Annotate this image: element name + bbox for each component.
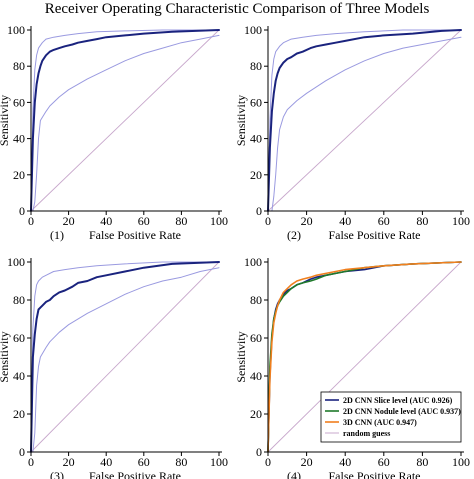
legend: 2D CNN Slice level (AUC 0.926) 2D CNN Nod… (320, 391, 462, 443)
panel-3-y-tick-label: 20 (13, 407, 25, 421)
panel-2-x-tick-label: 20 (301, 214, 313, 228)
panel-1-label: (1) (50, 228, 64, 242)
panel-1-x-tick-label: 0 (28, 214, 34, 228)
panel-3-y-tick-label: 0 (19, 445, 25, 459)
panel-2-y-tick-label: 0 (256, 204, 262, 218)
panel-2-roc-line (267, 29, 462, 212)
panel-1-y-tick-label: 100 (7, 23, 25, 37)
panel-2-x-tick-label: 80 (416, 214, 428, 228)
panel-2-ci_upper-line (267, 29, 462, 212)
panel-3-x-tick-label: 40 (100, 455, 112, 469)
panel-2-x-tick-label: 60 (378, 214, 390, 228)
legend-label-cnn3d: 3D CNN (AUC 0.947) (343, 418, 417, 427)
panel-3-x-axis-title: False Positive Rate (89, 469, 181, 479)
panel-3-x-tick-label: 60 (138, 455, 150, 469)
panel-2-x-axis-title: False Positive Rate (329, 228, 421, 242)
panel-1-roc-line (30, 29, 220, 212)
legend-box (320, 391, 462, 443)
panel-3-y-tick-label: 100 (7, 255, 25, 269)
panel-1-y-axis-title: Sensitivity (0, 95, 11, 146)
panel-4-x-tick-label: 20 (301, 455, 313, 469)
panel-3-y-axis-title: Sensitivity (0, 331, 11, 382)
panel-1-y-tick-label: 0 (19, 204, 25, 218)
panel-1-random-line (30, 29, 220, 212)
panel-3-roc-line (30, 261, 220, 453)
panel-1-x-tick-label: 100 (210, 214, 228, 228)
panel-4-x-tick-label: 60 (378, 455, 390, 469)
panel-4-x-axis-title: False Positive Rate (329, 469, 421, 479)
panel-4-y-tick-label: 20 (250, 407, 262, 421)
legend-label-nodule: 2D CNN Nodule level (AUC 0.937) (343, 407, 461, 416)
panel-2-y-tick-label: 20 (250, 168, 262, 182)
panel-1-ci_lower-line (30, 34, 220, 212)
roc-panel-1: 0 20 40 60 80 100 0 20 40 60 80 100 (1) False Positiv… (0, 23, 228, 242)
panel-3-x-tick-label: 100 (210, 455, 228, 469)
panel-1-y-tick-label: 60 (13, 95, 25, 109)
panel-2-label: (2) (287, 228, 301, 242)
legend-label-random: random guess (343, 429, 390, 438)
panel-2-y-tick-label: 80 (250, 59, 262, 73)
panel-4-random-line (267, 261, 462, 453)
panel-1-y-tick-label: 40 (13, 132, 25, 146)
panel-3-random-line (30, 261, 220, 453)
panel-4-label: (4) (287, 469, 301, 479)
panel-4-y-tick-label: 0 (256, 445, 262, 459)
panel-4-x-tick-label: 80 (416, 455, 428, 469)
panel-1-x-tick-label: 40 (100, 214, 112, 228)
panel-3-ci_lower-line (30, 267, 220, 453)
panel-4-x-tick-label: 40 (339, 455, 351, 469)
panel-1-y-tick-label: 80 (13, 59, 25, 73)
panel-2-x-tick-label: 40 (339, 214, 351, 228)
panel-2-y-tick-label: 40 (250, 132, 262, 146)
panel-4-y-tick-label: 80 (250, 293, 262, 307)
panel-2-ci_lower-line (267, 36, 462, 212)
legend-label-slice: 2D CNN Slice level (AUC 0.926) (343, 396, 453, 405)
panel-1-ci_upper-line (30, 29, 220, 212)
panel-3-x-tick-label: 0 (28, 455, 34, 469)
panel-4-x-tick-label: 100 (452, 455, 470, 469)
panel-2-y-tick-label: 100 (244, 23, 262, 37)
roc-panel-3: 0 20 40 60 80 100 0 20 40 60 80 100 (3) False Positiv… (0, 255, 228, 479)
panel-2-y-axis-title: Sensitivity (234, 95, 248, 146)
panel-1-x-tick-label: 80 (175, 214, 187, 228)
roc-panel-2: 0 20 40 60 80 100 0 20 40 60 80 100 (2) False Positiv… (234, 23, 470, 242)
panel-2-x-tick-label: 100 (452, 214, 470, 228)
panel-3-y-tick-label: 40 (13, 369, 25, 383)
panel-4-y-tick-label: 40 (250, 369, 262, 383)
panel-4-x-tick-label: 0 (265, 455, 271, 469)
panel-3-ci_upper-line (30, 261, 220, 453)
panel-2-x-tick-label: 0 (265, 214, 271, 228)
panel-4-y-tick-label: 60 (250, 331, 262, 345)
panel-2-y-tick-label: 60 (250, 95, 262, 109)
panel-3-x-tick-label: 80 (175, 455, 187, 469)
panel-1-x-tick-label: 20 (63, 214, 75, 228)
panel-1-x-tick-label: 60 (138, 214, 150, 228)
panel-2-random-line (267, 29, 462, 212)
panel-4-y-tick-label: 100 (244, 255, 262, 269)
panel-3-y-tick-label: 60 (13, 331, 25, 345)
panel-3-x-tick-label: 20 (63, 455, 75, 469)
panel-4-y-axis-title: Sensitivity (234, 331, 248, 382)
panel-3-label: (3) (50, 469, 64, 479)
panel-4-cnn3d-line (267, 261, 462, 453)
panel-1-x-axis-title: False Positive Rate (89, 228, 181, 242)
panel-3-y-tick-label: 80 (13, 293, 25, 307)
panel-1-y-tick-label: 20 (13, 168, 25, 182)
roc-panel-4: 0 20 40 60 80 100 0 20 40 60 80 100 (4) False Positiv… (234, 255, 470, 479)
chart-title: Receiver Operating Characteristic Compar… (44, 1, 430, 17)
